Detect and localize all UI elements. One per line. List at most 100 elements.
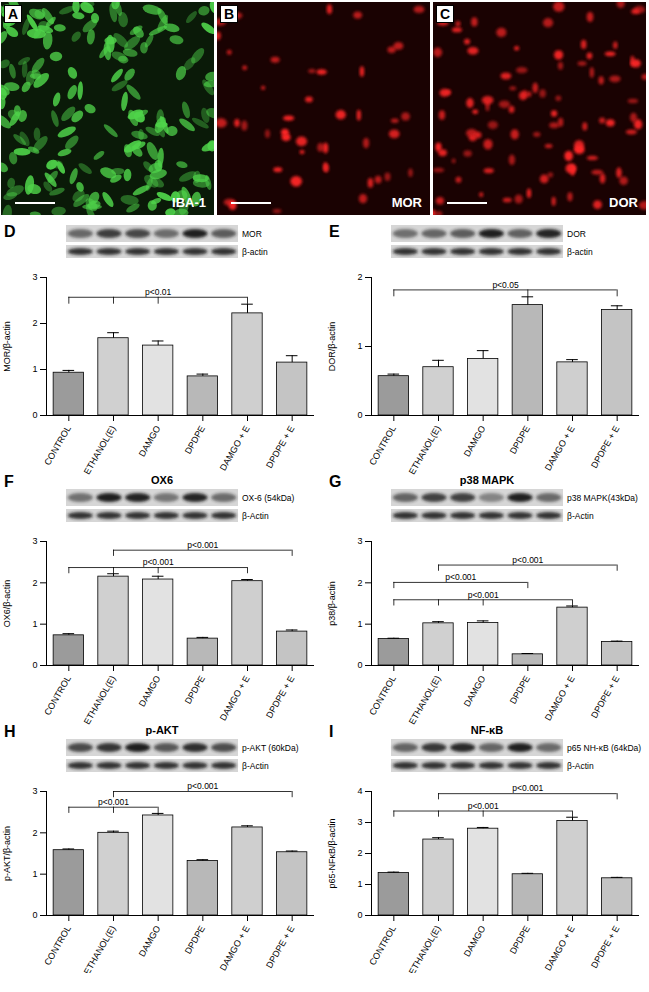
- svg-text:DPDPE + E: DPDPE + E: [589, 924, 621, 970]
- svg-text:DPDPE: DPDPE: [508, 674, 532, 706]
- html-text:D: D: [4, 223, 16, 240]
- svg-text:DPDPE: DPDPE: [183, 424, 207, 456]
- svg-text:DPDPE: DPDPE: [508, 924, 532, 956]
- svg-text:DAMGO: DAMGO: [137, 424, 163, 458]
- html-text:H: H: [4, 723, 16, 740]
- svg-text:3: 3: [32, 272, 37, 282]
- svg-text:DPDPE: DPDPE: [183, 924, 207, 956]
- html-text:p-AKT: p-AKT: [145, 724, 179, 736]
- svg-text:p<0.001: p<0.001: [187, 540, 218, 550]
- svg-text:2: 2: [357, 578, 362, 588]
- svg-text:ETHANOL(E): ETHANOL(E): [407, 674, 443, 726]
- svg-text:DPDPE + E: DPDPE + E: [264, 924, 296, 970]
- svg-text:0: 0: [32, 660, 37, 670]
- svg-text:DPDPE: DPDPE: [183, 674, 207, 706]
- svg-text:CONTROL: CONTROL: [42, 924, 73, 967]
- html-text:NF-κB: NF-κB: [470, 724, 504, 736]
- svg-text:3: 3: [357, 817, 362, 827]
- svg-text:p<0.001: p<0.001: [512, 783, 543, 793]
- svg-text:IBA-1: IBA-1: [172, 195, 206, 210]
- svg-text:β-Actin: β-Actin: [567, 511, 594, 521]
- svg-text:4: 4: [357, 786, 362, 796]
- svg-text:CONTROL: CONTROL: [42, 424, 73, 467]
- svg-text:ETHANOL(E): ETHANOL(E): [82, 424, 118, 476]
- svg-text:β-Actin: β-Actin: [567, 761, 594, 771]
- svg-text:p<0.001: p<0.001: [187, 781, 218, 791]
- svg-text:p65 NH-κB (64kDa): p65 NH-κB (64kDa): [567, 743, 641, 753]
- svg-text:0: 0: [32, 910, 37, 920]
- svg-text:DPDPE + E: DPDPE + E: [589, 674, 621, 720]
- svg-text:CONTROL: CONTROL: [367, 674, 398, 717]
- svg-text:DAMGO + E: DAMGO + E: [218, 674, 252, 723]
- svg-text:1: 1: [357, 879, 362, 889]
- svg-text:3: 3: [357, 536, 362, 546]
- svg-text:ETHANOL(E): ETHANOL(E): [82, 924, 118, 976]
- svg-text:DAMGO + E: DAMGO + E: [543, 924, 577, 973]
- svg-text:2: 2: [32, 318, 37, 328]
- svg-text:β-Actin: β-Actin: [242, 511, 269, 521]
- svg-text:p<0.001: p<0.001: [468, 801, 499, 811]
- svg-text:DPDPE: DPDPE: [508, 424, 532, 456]
- svg-text:MOR: MOR: [242, 229, 262, 239]
- svg-text:3: 3: [32, 786, 37, 796]
- svg-text:p<0.001: p<0.001: [512, 555, 543, 565]
- svg-text:0: 0: [32, 410, 37, 420]
- svg-text:DAMGO: DAMGO: [137, 924, 163, 958]
- svg-text:DPDPE + E: DPDPE + E: [589, 424, 621, 470]
- svg-text:1: 1: [357, 619, 362, 629]
- svg-text:p<0.01: p<0.01: [145, 287, 172, 297]
- svg-text:ETHANOL(E): ETHANOL(E): [407, 924, 443, 976]
- svg-text:DAMGO: DAMGO: [462, 424, 488, 458]
- svg-text:3: 3: [32, 536, 37, 546]
- svg-text:p38/β-actin: p38/β-actin: [327, 581, 337, 626]
- svg-text:DPDPE + E: DPDPE + E: [264, 424, 296, 470]
- svg-text:p<0.001: p<0.001: [468, 590, 499, 600]
- svg-text:CONTROL: CONTROL: [367, 924, 398, 967]
- svg-text:ETHANOL(E): ETHANOL(E): [407, 424, 443, 476]
- svg-text:1: 1: [32, 619, 37, 629]
- svg-text:0: 0: [357, 660, 362, 670]
- svg-text:DOR: DOR: [609, 195, 639, 210]
- svg-text:DOR/β-actin: DOR/β-actin: [327, 322, 337, 372]
- svg-text:p-AKT (60kDa): p-AKT (60kDa): [242, 743, 299, 753]
- html-text:OX6: OX6: [151, 474, 173, 486]
- svg-text:2: 2: [32, 578, 37, 588]
- svg-text:0: 0: [357, 910, 362, 920]
- svg-text:MOR: MOR: [392, 195, 423, 210]
- svg-text:ETHANOL(E): ETHANOL(E): [82, 674, 118, 726]
- svg-text:CONTROL: CONTROL: [42, 674, 73, 717]
- svg-text:DOR: DOR: [567, 229, 586, 239]
- svg-text:β-actin: β-actin: [242, 247, 268, 257]
- svg-text:DAMGO + E: DAMGO + E: [218, 424, 252, 473]
- svg-text:DAMGO: DAMGO: [462, 924, 488, 958]
- html-text:p38 MAPK: p38 MAPK: [459, 474, 515, 486]
- svg-text:OX-6 (54kDa): OX-6 (54kDa): [242, 493, 295, 503]
- svg-text:p<0.001: p<0.001: [98, 797, 129, 807]
- svg-text:DPDPE + E: DPDPE + E: [264, 674, 296, 720]
- svg-text:p38 MAPK(43kDa): p38 MAPK(43kDa): [567, 493, 638, 503]
- svg-text:p<0.05: p<0.05: [492, 280, 519, 290]
- svg-text:DAMGO: DAMGO: [137, 674, 163, 708]
- svg-text:β-actin: β-actin: [567, 247, 593, 257]
- svg-text:p-AKT/β-actin: p-AKT/β-actin: [2, 826, 12, 881]
- svg-text:p65-NFκB/β-actin: p65-NFκB/β-actin: [327, 818, 337, 888]
- svg-text:0: 0: [357, 410, 362, 420]
- svg-text:1: 1: [32, 869, 37, 879]
- svg-text:p<0.001: p<0.001: [445, 572, 476, 582]
- svg-text:1: 1: [357, 341, 362, 351]
- svg-text:DAMGO + E: DAMGO + E: [543, 674, 577, 723]
- svg-text:2: 2: [357, 848, 362, 858]
- svg-text:2: 2: [32, 828, 37, 838]
- svg-text:p<0.001: p<0.001: [143, 557, 174, 567]
- html-text:A: A: [8, 6, 19, 22]
- svg-text:MOR/β-actin: MOR/β-actin: [2, 321, 12, 372]
- svg-text:2: 2: [357, 272, 362, 282]
- svg-text:β-Actin: β-Actin: [242, 761, 269, 771]
- svg-text:DAMGO + E: DAMGO + E: [218, 924, 252, 973]
- svg-text:DAMGO: DAMGO: [462, 674, 488, 708]
- svg-text:1: 1: [32, 364, 37, 374]
- svg-text:DAMGO + E: DAMGO + E: [543, 424, 577, 473]
- svg-text:CONTROL: CONTROL: [367, 424, 398, 467]
- svg-text:OX6/β-actin: OX6/β-actin: [2, 580, 12, 628]
- html-text:G: G: [329, 473, 342, 490]
